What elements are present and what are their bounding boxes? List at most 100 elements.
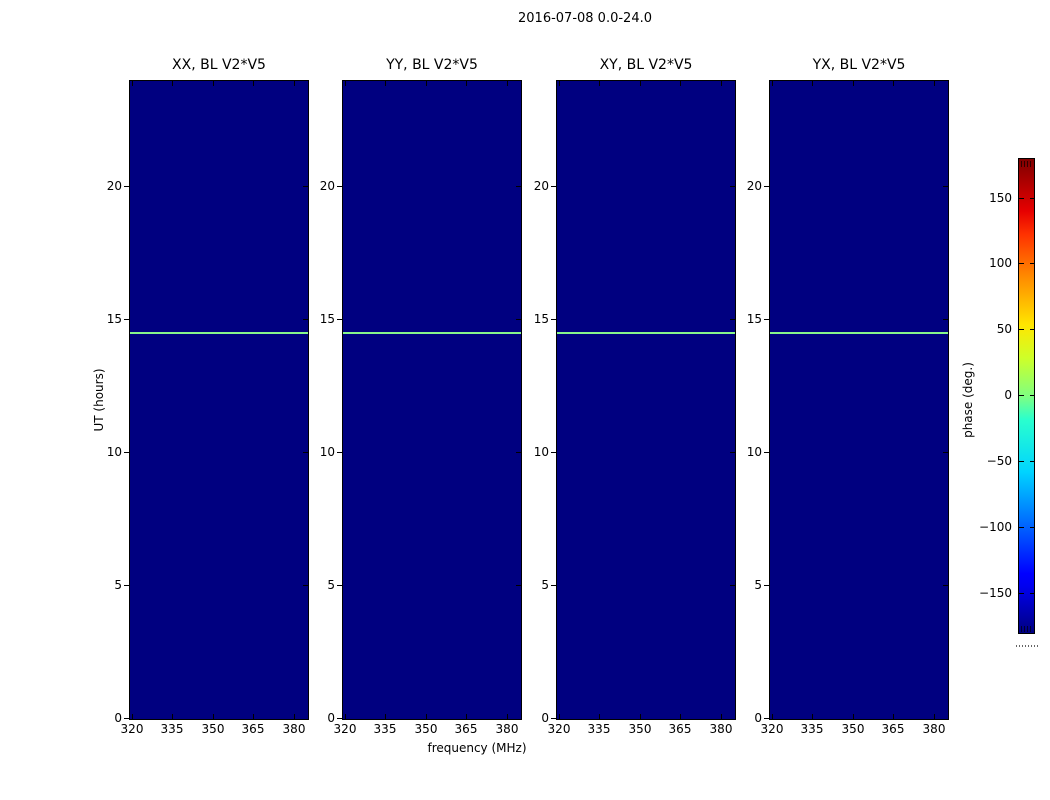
- panel-title-xy: XY, BL V2*V5: [599, 57, 693, 73]
- y-tick-label: 5: [541, 578, 549, 592]
- x-tick-label: 335: [800, 722, 824, 736]
- colorbar: [1018, 158, 1035, 634]
- x-tick-mark-top: [893, 81, 894, 86]
- y-tick-mark-left: [551, 585, 556, 586]
- y-tick-mark-left: [337, 452, 342, 453]
- x-tick-mark-top: [771, 81, 773, 86]
- x-tick-mark-top: [506, 81, 508, 86]
- y-tick-mark-left: [124, 186, 129, 187]
- x-tick-mark-bottom: [852, 714, 854, 719]
- colorbar-top-hatch: [1021, 161, 1032, 167]
- y-tick-label: 5: [327, 578, 335, 592]
- x-tick-label: 320: [333, 722, 357, 736]
- x-tick-label: 365: [454, 722, 478, 736]
- x-tick-label: 320: [120, 722, 144, 736]
- x-tick-label: 335: [373, 722, 397, 736]
- y-tick-label: 10: [106, 445, 122, 459]
- y-tick-mark-left: [764, 452, 769, 453]
- x-tick-label: 350: [414, 722, 438, 736]
- y-tick-mark-left: [337, 319, 342, 320]
- colorbar-tick-mark: [1019, 526, 1024, 528]
- y-tick-mark-left: [124, 585, 129, 586]
- y-tick-mark-left: [124, 452, 129, 453]
- y-tick-mark-right: [303, 452, 308, 453]
- y-tick-mark-right: [730, 585, 735, 586]
- x-tick-mark-top: [720, 81, 722, 86]
- y-tick-mark-left: [124, 319, 129, 320]
- phase-stripe: [557, 332, 735, 334]
- x-tick-mark-bottom: [812, 714, 813, 719]
- y-tick-mark-left: [551, 186, 556, 187]
- colorbar-tick-mark: [1030, 460, 1034, 462]
- colorbar-tick-label: 0: [1004, 388, 1012, 402]
- y-tick-label: 10: [319, 445, 335, 459]
- x-tick-mark-top: [639, 81, 641, 86]
- y-tick-mark-left: [551, 319, 556, 320]
- x-tick-label: 320: [547, 722, 571, 736]
- figure-title: 2016-07-08 0.0-24.0: [518, 11, 652, 26]
- y-tick-mark-left: [124, 718, 129, 719]
- y-tick-label: 5: [114, 578, 122, 592]
- y-tick-mark-left: [337, 186, 342, 187]
- y-tick-mark-left: [551, 452, 556, 453]
- colorbar-tick-mark: [1030, 526, 1034, 528]
- x-tick-label: 350: [201, 722, 225, 736]
- x-tick-mark-bottom: [344, 714, 346, 719]
- y-tick-mark-right: [943, 452, 948, 453]
- phase-stripe: [770, 332, 948, 334]
- colorbar-tick-mark: [1030, 329, 1034, 331]
- x-tick-mark-bottom: [599, 714, 600, 719]
- y-tick-mark-left: [764, 319, 769, 320]
- colorbar-tick-mark: [1019, 263, 1024, 265]
- y-tick-mark-left: [337, 585, 342, 586]
- phase-stripe: [130, 332, 308, 334]
- x-tick-label: 365: [668, 722, 692, 736]
- colorbar-tick-label: 150: [989, 191, 1012, 205]
- x-tick-mark-bottom: [172, 714, 173, 719]
- x-tick-mark-top: [131, 81, 133, 86]
- y-tick-label: 15: [746, 312, 762, 326]
- heatmap-panel-xx: [129, 80, 309, 720]
- colorbar-tick-label: −50: [986, 454, 1012, 468]
- panel-title-yy: YY, BL V2*V5: [386, 57, 478, 73]
- x-tick-mark-top: [385, 81, 386, 86]
- heatmap-panel-xy: [556, 80, 736, 720]
- x-tick-mark-bottom: [639, 714, 641, 719]
- y-tick-mark-left: [764, 585, 769, 586]
- x-tick-mark-bottom: [385, 714, 386, 719]
- x-tick-mark-bottom: [893, 714, 894, 719]
- colorbar-tick-mark: [1030, 263, 1034, 265]
- y-tick-mark-left: [551, 718, 556, 719]
- y-tick-mark-left: [764, 718, 769, 719]
- panel-title-yx: YX, BL V2*V5: [812, 57, 906, 73]
- y-tick-mark-right: [943, 585, 948, 586]
- x-tick-mark-bottom: [771, 714, 773, 719]
- x-tick-label: 365: [881, 722, 905, 736]
- x-tick-mark-top: [852, 81, 854, 86]
- x-tick-mark-bottom: [212, 714, 214, 719]
- y-tick-mark-left: [764, 186, 769, 187]
- x-tick-label: 350: [628, 722, 652, 736]
- x-tick-mark-top: [558, 81, 560, 86]
- x-tick-label: 380: [709, 722, 733, 736]
- colorbar-dotted-edge: [1016, 645, 1038, 647]
- y-tick-mark-right: [730, 452, 735, 453]
- panel-title-xx: XX, BL V2*V5: [172, 57, 266, 73]
- colorbar-tick-label: −100: [979, 520, 1012, 534]
- colorbar-tick-label: 100: [989, 256, 1012, 270]
- colorbar-tick-mark: [1019, 197, 1024, 199]
- x-tick-mark-bottom: [720, 714, 722, 719]
- x-tick-mark-top: [812, 81, 813, 86]
- x-tick-mark-bottom: [293, 714, 295, 719]
- x-tick-mark-bottom: [558, 714, 560, 719]
- x-tick-mark-top: [425, 81, 427, 86]
- colorbar-tick-label: 50: [996, 322, 1012, 336]
- y-tick-mark-right: [516, 319, 521, 320]
- y-tick-label: 20: [106, 179, 122, 193]
- colorbar-tick-mark: [1030, 395, 1034, 396]
- y-tick-label: 15: [533, 312, 549, 326]
- x-tick-label: 365: [241, 722, 265, 736]
- heatmap-panel-yx: [769, 80, 949, 720]
- y-tick-label: 20: [319, 179, 335, 193]
